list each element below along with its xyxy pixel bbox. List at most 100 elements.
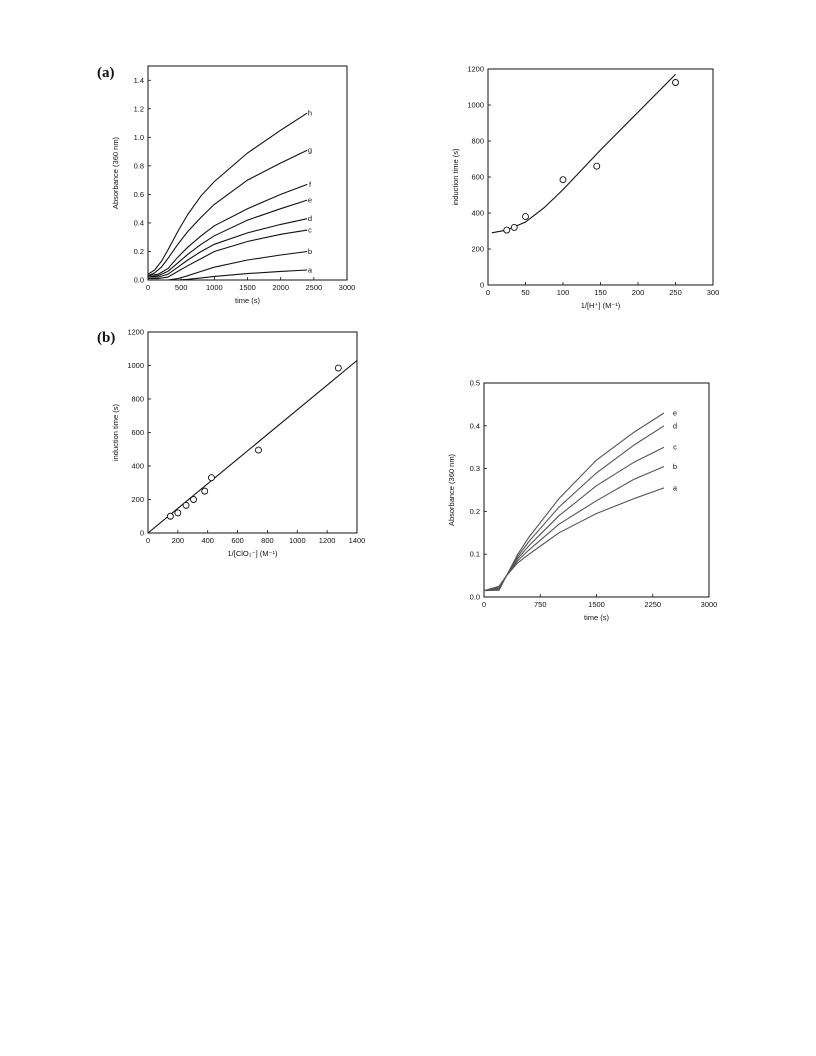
series-label-c: c bbox=[308, 226, 312, 235]
x-tick-label: 0 bbox=[486, 288, 490, 297]
data-point bbox=[672, 79, 679, 86]
data-point bbox=[334, 364, 342, 372]
y-tick-label: 600 bbox=[471, 173, 484, 182]
series-label-b: b bbox=[673, 462, 677, 471]
y-tick-label: 0.3 bbox=[470, 464, 480, 473]
y-tick-label: 0.2 bbox=[134, 247, 144, 256]
y-tick-label: 1200 bbox=[127, 328, 144, 337]
x-tick-label: 1400 bbox=[349, 536, 366, 545]
y-axis-label: Absorbance (360 nm) bbox=[111, 136, 120, 209]
y-tick-label: 0.0 bbox=[134, 276, 144, 285]
series-line-b bbox=[483, 465, 665, 592]
series-label-d: d bbox=[308, 214, 312, 223]
series-line-h bbox=[147, 112, 308, 275]
data-point bbox=[174, 509, 182, 517]
x-tick-label: 0 bbox=[146, 283, 150, 292]
y-tick-label: 0.0 bbox=[470, 593, 480, 602]
x-tick-label: 50 bbox=[521, 288, 529, 297]
data-point bbox=[166, 512, 174, 520]
induction-time-vs-h-chart: 0 50 100 150 200 250 300 0 200 400 600 800 1000 1200 1… bbox=[451, 65, 719, 311]
series-line-d bbox=[483, 425, 665, 592]
y-tick-label: 600 bbox=[131, 428, 144, 437]
series-line-f bbox=[147, 183, 308, 277]
y-tick-label: 200 bbox=[131, 495, 144, 504]
panel-label-b: (b) bbox=[97, 330, 115, 346]
y-tick-label: 1000 bbox=[127, 361, 144, 370]
series-label-e: e bbox=[673, 408, 677, 417]
data-point bbox=[182, 501, 190, 509]
y-axis-label: induction time (s) bbox=[451, 148, 460, 206]
y-tick-label: 1200 bbox=[467, 65, 484, 74]
plot-frame bbox=[487, 68, 714, 286]
series-label-a: a bbox=[673, 483, 678, 492]
x-tick-label: 2500 bbox=[305, 283, 322, 292]
y-axis-label: Absorbance (360 nm) bbox=[447, 453, 456, 526]
x-tick-label: 400 bbox=[201, 536, 214, 545]
series-line-c bbox=[483, 446, 665, 592]
y-tick-label: 1000 bbox=[467, 101, 484, 110]
x-axis-label: 1/[ClO₂⁻] (M⁻¹) bbox=[228, 549, 278, 558]
x-tick-label: 250 bbox=[669, 288, 682, 297]
y-tick-label: 0.6 bbox=[134, 190, 144, 199]
series-label-g: g bbox=[308, 146, 312, 155]
series-label-b: b bbox=[308, 247, 312, 256]
data-point bbox=[522, 213, 529, 221]
series-label-f: f bbox=[309, 180, 312, 189]
y-tick-label: 200 bbox=[471, 245, 484, 254]
data-point bbox=[190, 496, 197, 503]
y-tick-label: 0.4 bbox=[470, 421, 480, 430]
x-tick-label: 1500 bbox=[588, 600, 605, 609]
y-tick-label: 800 bbox=[131, 395, 144, 404]
panel-label-a: (a) bbox=[97, 65, 115, 81]
y-tick-label: 0.2 bbox=[470, 507, 480, 516]
data-point bbox=[207, 474, 215, 482]
series-line-b bbox=[148, 250, 308, 281]
x-tick-label: 3000 bbox=[339, 283, 356, 292]
x-tick-label: 200 bbox=[632, 288, 645, 297]
y-tick-label: 1.0 bbox=[134, 133, 144, 142]
fit-line bbox=[491, 74, 676, 234]
x-tick-label: 500 bbox=[175, 283, 188, 292]
y-tick-label: 0 bbox=[140, 529, 144, 538]
plot-frame bbox=[147, 331, 358, 534]
series-line-g bbox=[147, 149, 308, 277]
y-tick-label: 0.4 bbox=[134, 218, 144, 227]
x-tick-label: 0 bbox=[146, 536, 150, 545]
x-tick-label: 100 bbox=[557, 288, 570, 297]
data-point bbox=[510, 223, 518, 231]
data-point bbox=[503, 226, 511, 234]
y-tick-label: 800 bbox=[471, 137, 484, 146]
x-tick-label: 1200 bbox=[319, 536, 336, 545]
x-tick-label: 2000 bbox=[272, 283, 289, 292]
series-label-a: a bbox=[308, 266, 313, 275]
series-line-e bbox=[147, 199, 308, 278]
x-tick-label: 1000 bbox=[289, 536, 306, 545]
y-tick-label: 1.2 bbox=[134, 104, 144, 113]
x-tick-label: 800 bbox=[261, 536, 274, 545]
y-tick-label: 1.4 bbox=[134, 76, 144, 85]
series-label-h: h bbox=[308, 109, 312, 118]
absorbance-time-chart-a: 0 500 1000 1500 2000 2500 3000 0.0 0.2 0.4 0.6 0.8 1… bbox=[111, 65, 356, 305]
y-axis-label: induction time (s) bbox=[111, 403, 120, 461]
x-tick-label: 600 bbox=[231, 536, 244, 545]
series-label-c: c bbox=[673, 443, 677, 452]
series-label-d: d bbox=[673, 421, 677, 430]
series-label-e: e bbox=[308, 196, 312, 205]
y-tick-label: 400 bbox=[131, 462, 144, 471]
data-point bbox=[255, 446, 262, 454]
x-axis-label: 1/[H⁺] (M⁻¹) bbox=[581, 301, 621, 310]
data-point bbox=[559, 176, 567, 184]
x-tick-label: 3000 bbox=[701, 600, 718, 609]
induction-time-vs-clo2-chart: 0 200 400 600 800 1000 1200 1400 0 200 400 600 800 10… bbox=[111, 328, 365, 559]
data-point bbox=[593, 162, 601, 170]
fit-line bbox=[147, 360, 358, 534]
plot-frame bbox=[147, 65, 348, 281]
y-tick-label: 0 bbox=[480, 281, 484, 290]
x-axis-label: time (s) bbox=[235, 296, 261, 305]
series-line-d bbox=[148, 218, 308, 278]
y-tick-label: 0.8 bbox=[134, 161, 144, 170]
x-axis-label: time (s) bbox=[584, 613, 610, 622]
x-tick-label: 150 bbox=[594, 288, 607, 297]
x-tick-label: 300 bbox=[707, 288, 720, 297]
